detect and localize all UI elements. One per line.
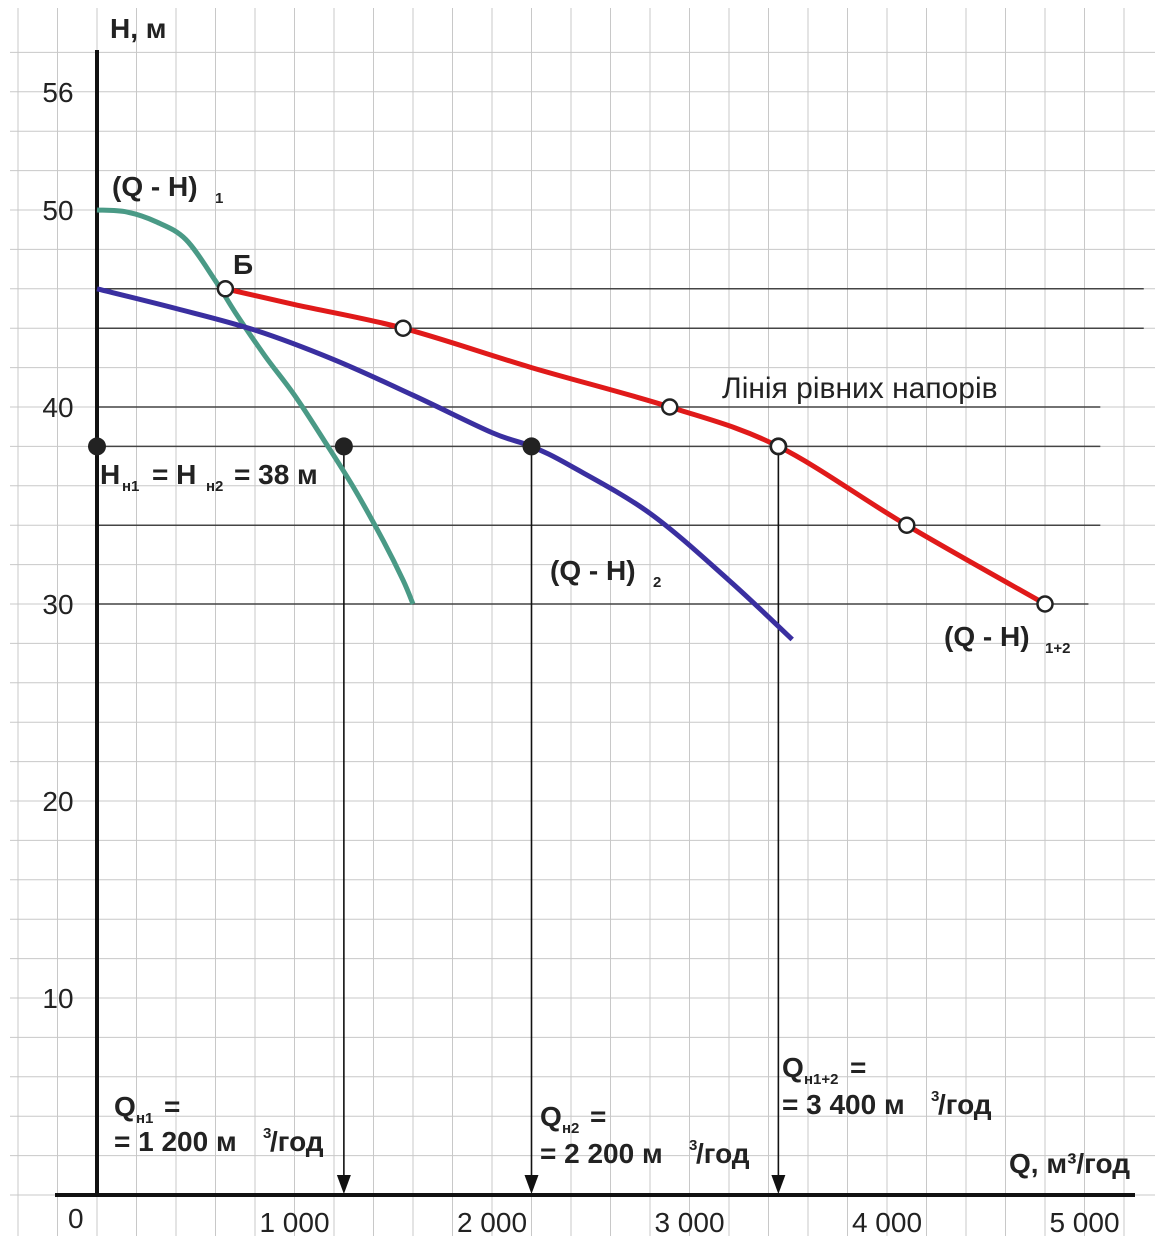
series-12-label-sub: 1+2 [1045, 640, 1070, 657]
x-tick-label: 2 000 [457, 1207, 527, 1238]
qn1-label-value: = 1 200 м [114, 1126, 237, 1157]
filled-point [522, 437, 541, 456]
qn2-label-eq: = [590, 1101, 606, 1132]
x-tick-label: 1 000 [259, 1207, 329, 1238]
x-axis-title: Q, м³/год [1009, 1148, 1130, 1179]
filled-point [334, 437, 353, 456]
hollow-point [898, 516, 916, 534]
qn2-label-value: = 2 200 м [540, 1138, 663, 1169]
head-label-h2-sub: н2 [206, 478, 223, 495]
qn1-label-q: Q [114, 1091, 136, 1122]
qn1-label-sub: н1 [136, 1110, 153, 1127]
data-points [88, 280, 1054, 613]
y-axis-title: H, м [110, 13, 167, 44]
y-tick-label: 30 [42, 589, 73, 620]
y-tick-label: 50 [42, 195, 73, 226]
qn2-label-sub: н2 [562, 1120, 579, 1137]
y-tick-label: 20 [42, 786, 73, 817]
origin-label: 0 [68, 1203, 84, 1234]
series-2-label: (Q - H) [550, 555, 636, 586]
qn1-label-sup: 3 [263, 1125, 271, 1142]
y-tick-label: 10 [42, 983, 73, 1014]
head-label-h2: = H [152, 459, 196, 490]
equal-head-line-label: Лінія рівних напорів [722, 372, 998, 405]
drop-arrow [524, 1175, 539, 1194]
head-label-value: = 38 м [234, 459, 318, 490]
drop-arrow [336, 1175, 351, 1194]
equal-head-lines [97, 288, 1144, 605]
series-12-label: (Q - H) [944, 621, 1030, 652]
qn12-label-sup: 3 [931, 1088, 939, 1105]
flow-drop-lines [336, 446, 786, 1194]
chart-labels: H, м Q, м³/год 0 (Q - H) 1 (Q - H) 2 (Q … [68, 13, 1130, 1234]
y-tick-label: 40 [42, 392, 73, 423]
qn1-label-eq: = [164, 1091, 180, 1122]
series-q-h-1 [96, 207, 416, 605]
y-tick-label: 56 [42, 77, 73, 108]
qn1-label-unit: /год [270, 1126, 324, 1157]
point-b-label: Б [233, 249, 253, 280]
hollow-point [216, 280, 235, 298]
qn12-label-eq: = [850, 1052, 866, 1083]
x-tick-label: 4 000 [852, 1207, 922, 1238]
series-2-label-sub: 2 [653, 574, 661, 591]
series-q-h-2 [96, 286, 794, 642]
qn12-label-value: = 3 400 м [782, 1089, 905, 1120]
qn12-label-sub: н1+2 [804, 1071, 839, 1088]
chart-axes [55, 50, 1135, 1197]
head-label-h1-sub: н1 [122, 478, 139, 495]
x-tick-label: 5 000 [1049, 1207, 1119, 1238]
hollow-point [661, 398, 679, 416]
qn2-label-q: Q [540, 1101, 562, 1132]
qn12-label-unit: /год [938, 1089, 992, 1120]
drop-arrow [771, 1175, 786, 1194]
qn2-label-sup: 3 [689, 1137, 697, 1154]
series-1-label: (Q - H) [112, 171, 198, 202]
qn2-label-unit: /год [696, 1138, 750, 1169]
hollow-point [769, 437, 788, 456]
filled-point [88, 437, 106, 456]
hollow-point [1036, 595, 1054, 613]
x-tick-label: 3 000 [654, 1207, 724, 1238]
qn12-label-q: Q [782, 1052, 804, 1083]
series-1-label-sub: 1 [215, 190, 223, 207]
hollow-point [394, 319, 412, 337]
head-label-h1: H [100, 459, 120, 490]
